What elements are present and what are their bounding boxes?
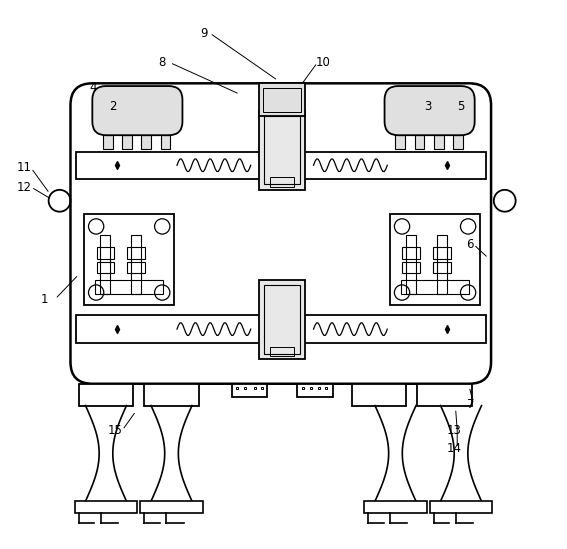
Bar <box>79 384 133 406</box>
Text: 2: 2 <box>109 100 117 113</box>
Bar <box>142 135 151 149</box>
Bar <box>76 152 485 179</box>
Bar <box>127 247 145 259</box>
Bar <box>437 235 447 294</box>
Text: 3: 3 <box>425 100 432 113</box>
Bar <box>395 135 405 149</box>
Bar <box>263 88 301 112</box>
Bar <box>297 384 333 397</box>
Bar <box>270 346 294 356</box>
Text: 8: 8 <box>159 56 166 69</box>
Text: 15: 15 <box>108 424 122 436</box>
Text: 10: 10 <box>315 56 330 69</box>
Text: 4: 4 <box>90 81 97 94</box>
Bar <box>364 501 427 513</box>
Bar <box>406 235 416 294</box>
Bar <box>403 247 420 259</box>
Text: 9: 9 <box>201 26 208 40</box>
Text: 1: 1 <box>40 293 48 306</box>
Bar <box>390 215 480 305</box>
Text: 13: 13 <box>446 424 462 436</box>
Bar <box>270 177 294 187</box>
Bar <box>140 501 203 513</box>
Bar <box>100 235 111 294</box>
Bar <box>144 384 199 406</box>
Text: 5: 5 <box>458 100 465 113</box>
Bar <box>160 135 171 149</box>
Bar <box>433 247 451 259</box>
Bar <box>96 247 114 259</box>
FancyBboxPatch shape <box>70 83 491 384</box>
FancyBboxPatch shape <box>384 86 475 135</box>
Bar <box>417 384 472 406</box>
Bar <box>75 501 137 513</box>
Text: 7: 7 <box>467 398 474 411</box>
Bar <box>131 235 141 294</box>
Bar <box>259 280 306 359</box>
Bar <box>122 135 132 149</box>
Bar <box>434 135 443 149</box>
Bar <box>264 116 300 184</box>
Bar <box>403 261 420 273</box>
Bar <box>259 111 306 190</box>
Text: 14: 14 <box>446 442 462 455</box>
Bar <box>127 261 145 273</box>
Bar <box>401 280 469 294</box>
Bar <box>259 83 306 116</box>
Bar <box>103 135 113 149</box>
Text: 12: 12 <box>16 181 32 194</box>
Bar <box>414 135 425 149</box>
Bar <box>453 135 463 149</box>
Text: 11: 11 <box>16 161 32 175</box>
Bar <box>76 316 485 343</box>
Bar <box>96 261 114 273</box>
Bar <box>95 280 163 294</box>
Bar <box>264 285 300 354</box>
Text: 6: 6 <box>467 238 474 251</box>
Bar <box>84 215 174 305</box>
Bar <box>433 261 451 273</box>
Bar <box>430 501 492 513</box>
FancyBboxPatch shape <box>92 86 183 135</box>
Bar <box>352 384 407 406</box>
Bar <box>231 384 267 397</box>
